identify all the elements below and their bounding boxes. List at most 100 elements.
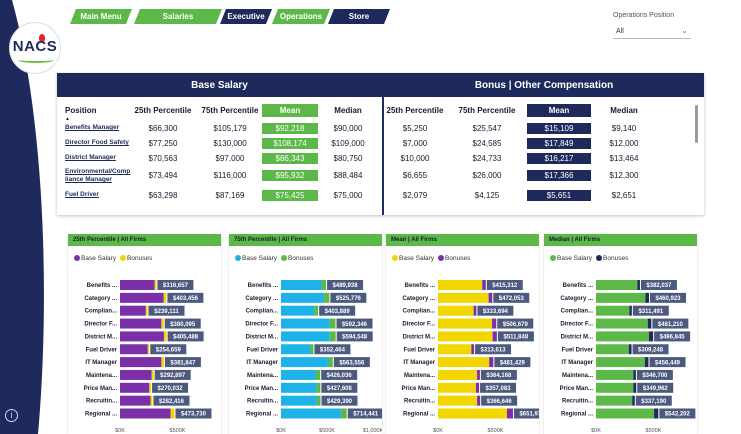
base-header-75th-percentile[interactable]: 75th Percentile	[201, 106, 259, 115]
operations-position-dropdown[interactable]: All ⌄	[613, 25, 691, 39]
bar-bonuses[interactable]	[489, 357, 494, 368]
bar-bonuses[interactable]	[477, 369, 480, 380]
bar-bonuses[interactable]	[147, 344, 150, 355]
bar-base-salary[interactable]	[281, 395, 317, 406]
bar-base-salary[interactable]	[438, 318, 493, 329]
bar-bonuses[interactable]	[632, 395, 635, 406]
bar-base-salary[interactable]	[120, 280, 155, 290]
bar-base-salary[interactable]	[120, 357, 162, 368]
bar-base-salary[interactable]	[596, 331, 649, 342]
bar-bonuses[interactable]	[315, 369, 321, 380]
legend-item[interactable]: Bonuses	[438, 255, 470, 262]
bar-bonuses[interactable]	[314, 305, 319, 316]
bar-base-salary[interactable]	[120, 369, 152, 380]
info-icon[interactable]: i	[5, 409, 18, 422]
base-header-median[interactable]: Median	[334, 106, 362, 115]
bar-base-salary[interactable]	[281, 408, 341, 419]
bar-bonuses[interactable]	[492, 318, 497, 329]
bar-base-salary[interactable]	[438, 395, 478, 406]
bar-bonuses[interactable]	[161, 357, 164, 368]
bar-bonuses[interactable]	[488, 292, 493, 303]
bar-base-salary[interactable]	[438, 305, 474, 316]
bar-bonuses[interactable]	[471, 344, 475, 355]
bonus-header-25th-percentile[interactable]: 25th Percentile	[386, 106, 444, 115]
bar-bonuses[interactable]	[150, 395, 153, 406]
bar-base-salary[interactable]	[596, 369, 634, 380]
bar-base-salary[interactable]	[596, 305, 630, 316]
bar-base-salary[interactable]	[281, 292, 325, 303]
bar-bonuses[interactable]	[628, 344, 632, 355]
bar-base-salary[interactable]	[281, 369, 316, 380]
bar-base-salary[interactable]	[596, 357, 645, 368]
bar-bonuses[interactable]	[161, 318, 164, 329]
bar-base-salary[interactable]	[120, 395, 151, 406]
legend-item[interactable]: Base Salary	[392, 255, 434, 262]
bar-bonuses[interactable]	[151, 369, 154, 380]
bar-base-salary[interactable]	[120, 292, 164, 303]
bar-bonuses[interactable]	[654, 408, 659, 419]
bar-bonuses[interactable]	[329, 331, 336, 342]
bar-base-salary[interactable]	[438, 331, 493, 342]
bar-base-salary[interactable]	[438, 280, 483, 290]
bar-base-salary[interactable]	[438, 357, 490, 368]
position-link[interactable]: Director Food Safety	[65, 139, 129, 146]
bar-base-salary[interactable]	[120, 305, 146, 316]
bonus-header-75th-percentile[interactable]: 75th Percentile	[458, 106, 516, 115]
position-column-header[interactable]: Position	[65, 106, 97, 115]
nav-tab-salaries[interactable]: Salaries	[134, 9, 222, 24]
bar-base-salary[interactable]	[596, 382, 634, 393]
bonus-header-median[interactable]: Median	[610, 106, 638, 115]
bar-base-salary[interactable]	[438, 292, 489, 303]
bonus-header-mean[interactable]: Mean	[527, 104, 591, 117]
bar-bonuses[interactable]	[473, 305, 477, 316]
bar-base-salary[interactable]	[596, 318, 648, 329]
bar-bonuses[interactable]	[329, 318, 336, 329]
bar-base-salary[interactable]	[281, 357, 328, 368]
bar-base-salary[interactable]	[281, 382, 317, 393]
bar-bonuses[interactable]	[316, 382, 321, 393]
bar-base-salary[interactable]	[596, 280, 638, 290]
bar-base-salary[interactable]	[438, 408, 507, 419]
bar-base-salary[interactable]	[281, 331, 330, 342]
nav-tab-store[interactable]: Store	[328, 9, 390, 24]
bar-bonuses[interactable]	[310, 344, 314, 355]
bar-base-salary[interactable]	[120, 331, 164, 342]
bar-base-salary[interactable]	[281, 280, 322, 290]
bar-base-salary[interactable]	[281, 305, 315, 316]
table-scrollbar[interactable]	[695, 105, 698, 143]
bar-bonuses[interactable]	[475, 382, 480, 393]
bar-base-salary[interactable]	[120, 318, 162, 329]
bar-base-salary[interactable]	[438, 369, 478, 380]
bar-bonuses[interactable]	[492, 331, 497, 342]
bar-bonuses[interactable]	[648, 331, 654, 342]
bar-bonuses[interactable]	[629, 305, 632, 316]
bar-base-salary[interactable]	[120, 382, 150, 393]
bar-base-salary[interactable]	[438, 344, 472, 355]
base-header-mean[interactable]: Mean	[262, 104, 318, 117]
position-link[interactable]: liance Manager	[65, 176, 112, 183]
bar-base-salary[interactable]	[281, 318, 330, 329]
legend-item[interactable]: Base Salary	[550, 255, 592, 262]
legend-item[interactable]: Bonuses	[596, 255, 628, 262]
bar-bonuses[interactable]	[507, 408, 513, 419]
bar-base-salary[interactable]	[596, 344, 629, 355]
position-link[interactable]: Benefits Manager	[65, 124, 120, 131]
bar-bonuses[interactable]	[637, 280, 640, 290]
bar-bonuses[interactable]	[340, 408, 347, 419]
bar-bonuses[interactable]	[324, 292, 330, 303]
bar-base-salary[interactable]	[120, 344, 148, 355]
bar-bonuses[interactable]	[163, 331, 167, 342]
bar-base-salary[interactable]	[438, 382, 476, 393]
legend-item[interactable]: Base Salary	[74, 255, 116, 262]
bar-bonuses[interactable]	[327, 357, 333, 368]
legend-item[interactable]: Bonuses	[281, 255, 313, 262]
legend-item[interactable]: Base Salary	[235, 255, 277, 262]
bar-bonuses[interactable]	[477, 395, 481, 406]
bar-base-salary[interactable]	[281, 344, 311, 355]
bar-bonuses[interactable]	[647, 318, 652, 329]
bar-base-salary[interactable]	[596, 395, 633, 406]
bar-bonuses[interactable]	[645, 292, 650, 303]
position-link[interactable]: Environmental/Comp	[65, 168, 131, 175]
bar-base-salary[interactable]	[120, 408, 171, 419]
legend-item[interactable]: Bonuses	[120, 255, 152, 262]
